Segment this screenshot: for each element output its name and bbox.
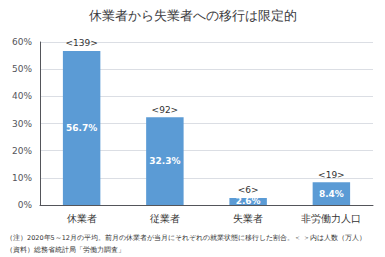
svg-text:休業者から失業者への移行は限定的: 休業者から失業者への移行は限定的 bbox=[89, 8, 297, 23]
svg-text:0%: 0% bbox=[18, 200, 33, 210]
svg-text:2.6%: 2.6% bbox=[236, 196, 261, 206]
svg-text:非労働力人口: 非労働力人口 bbox=[301, 213, 361, 224]
svg-text:60%: 60% bbox=[12, 37, 32, 47]
svg-text:<19>: <19> bbox=[318, 170, 345, 180]
svg-text:10%: 10% bbox=[12, 173, 32, 183]
svg-text:40%: 40% bbox=[12, 91, 32, 101]
svg-text:従業者: 従業者 bbox=[150, 213, 180, 224]
svg-text:<6>: <6> bbox=[238, 185, 259, 195]
svg-text:50%: 50% bbox=[12, 64, 32, 74]
svg-text:<92>: <92> bbox=[152, 105, 179, 115]
svg-text:56.7%: 56.7% bbox=[66, 123, 97, 133]
svg-text:30%: 30% bbox=[12, 119, 32, 129]
svg-text:休業者: 休業者 bbox=[67, 213, 97, 224]
svg-text:20%: 20% bbox=[12, 146, 32, 156]
svg-text:（資料）総務省統計局「労働力調査」: （資料）総務省統計局「労働力調査」 bbox=[6, 246, 125, 254]
svg-text:<139>: <139> bbox=[65, 38, 97, 48]
svg-text:（注）2020年5～12月の平均。前月の休業者が当月にそれぞ: （注）2020年5～12月の平均。前月の休業者が当月にそれぞれの就業状態に移行し… bbox=[6, 234, 366, 242]
svg-text:32.3%: 32.3% bbox=[149, 156, 180, 166]
svg-text:8.4%: 8.4% bbox=[319, 189, 344, 199]
svg-text:失業者: 失業者 bbox=[233, 213, 263, 224]
